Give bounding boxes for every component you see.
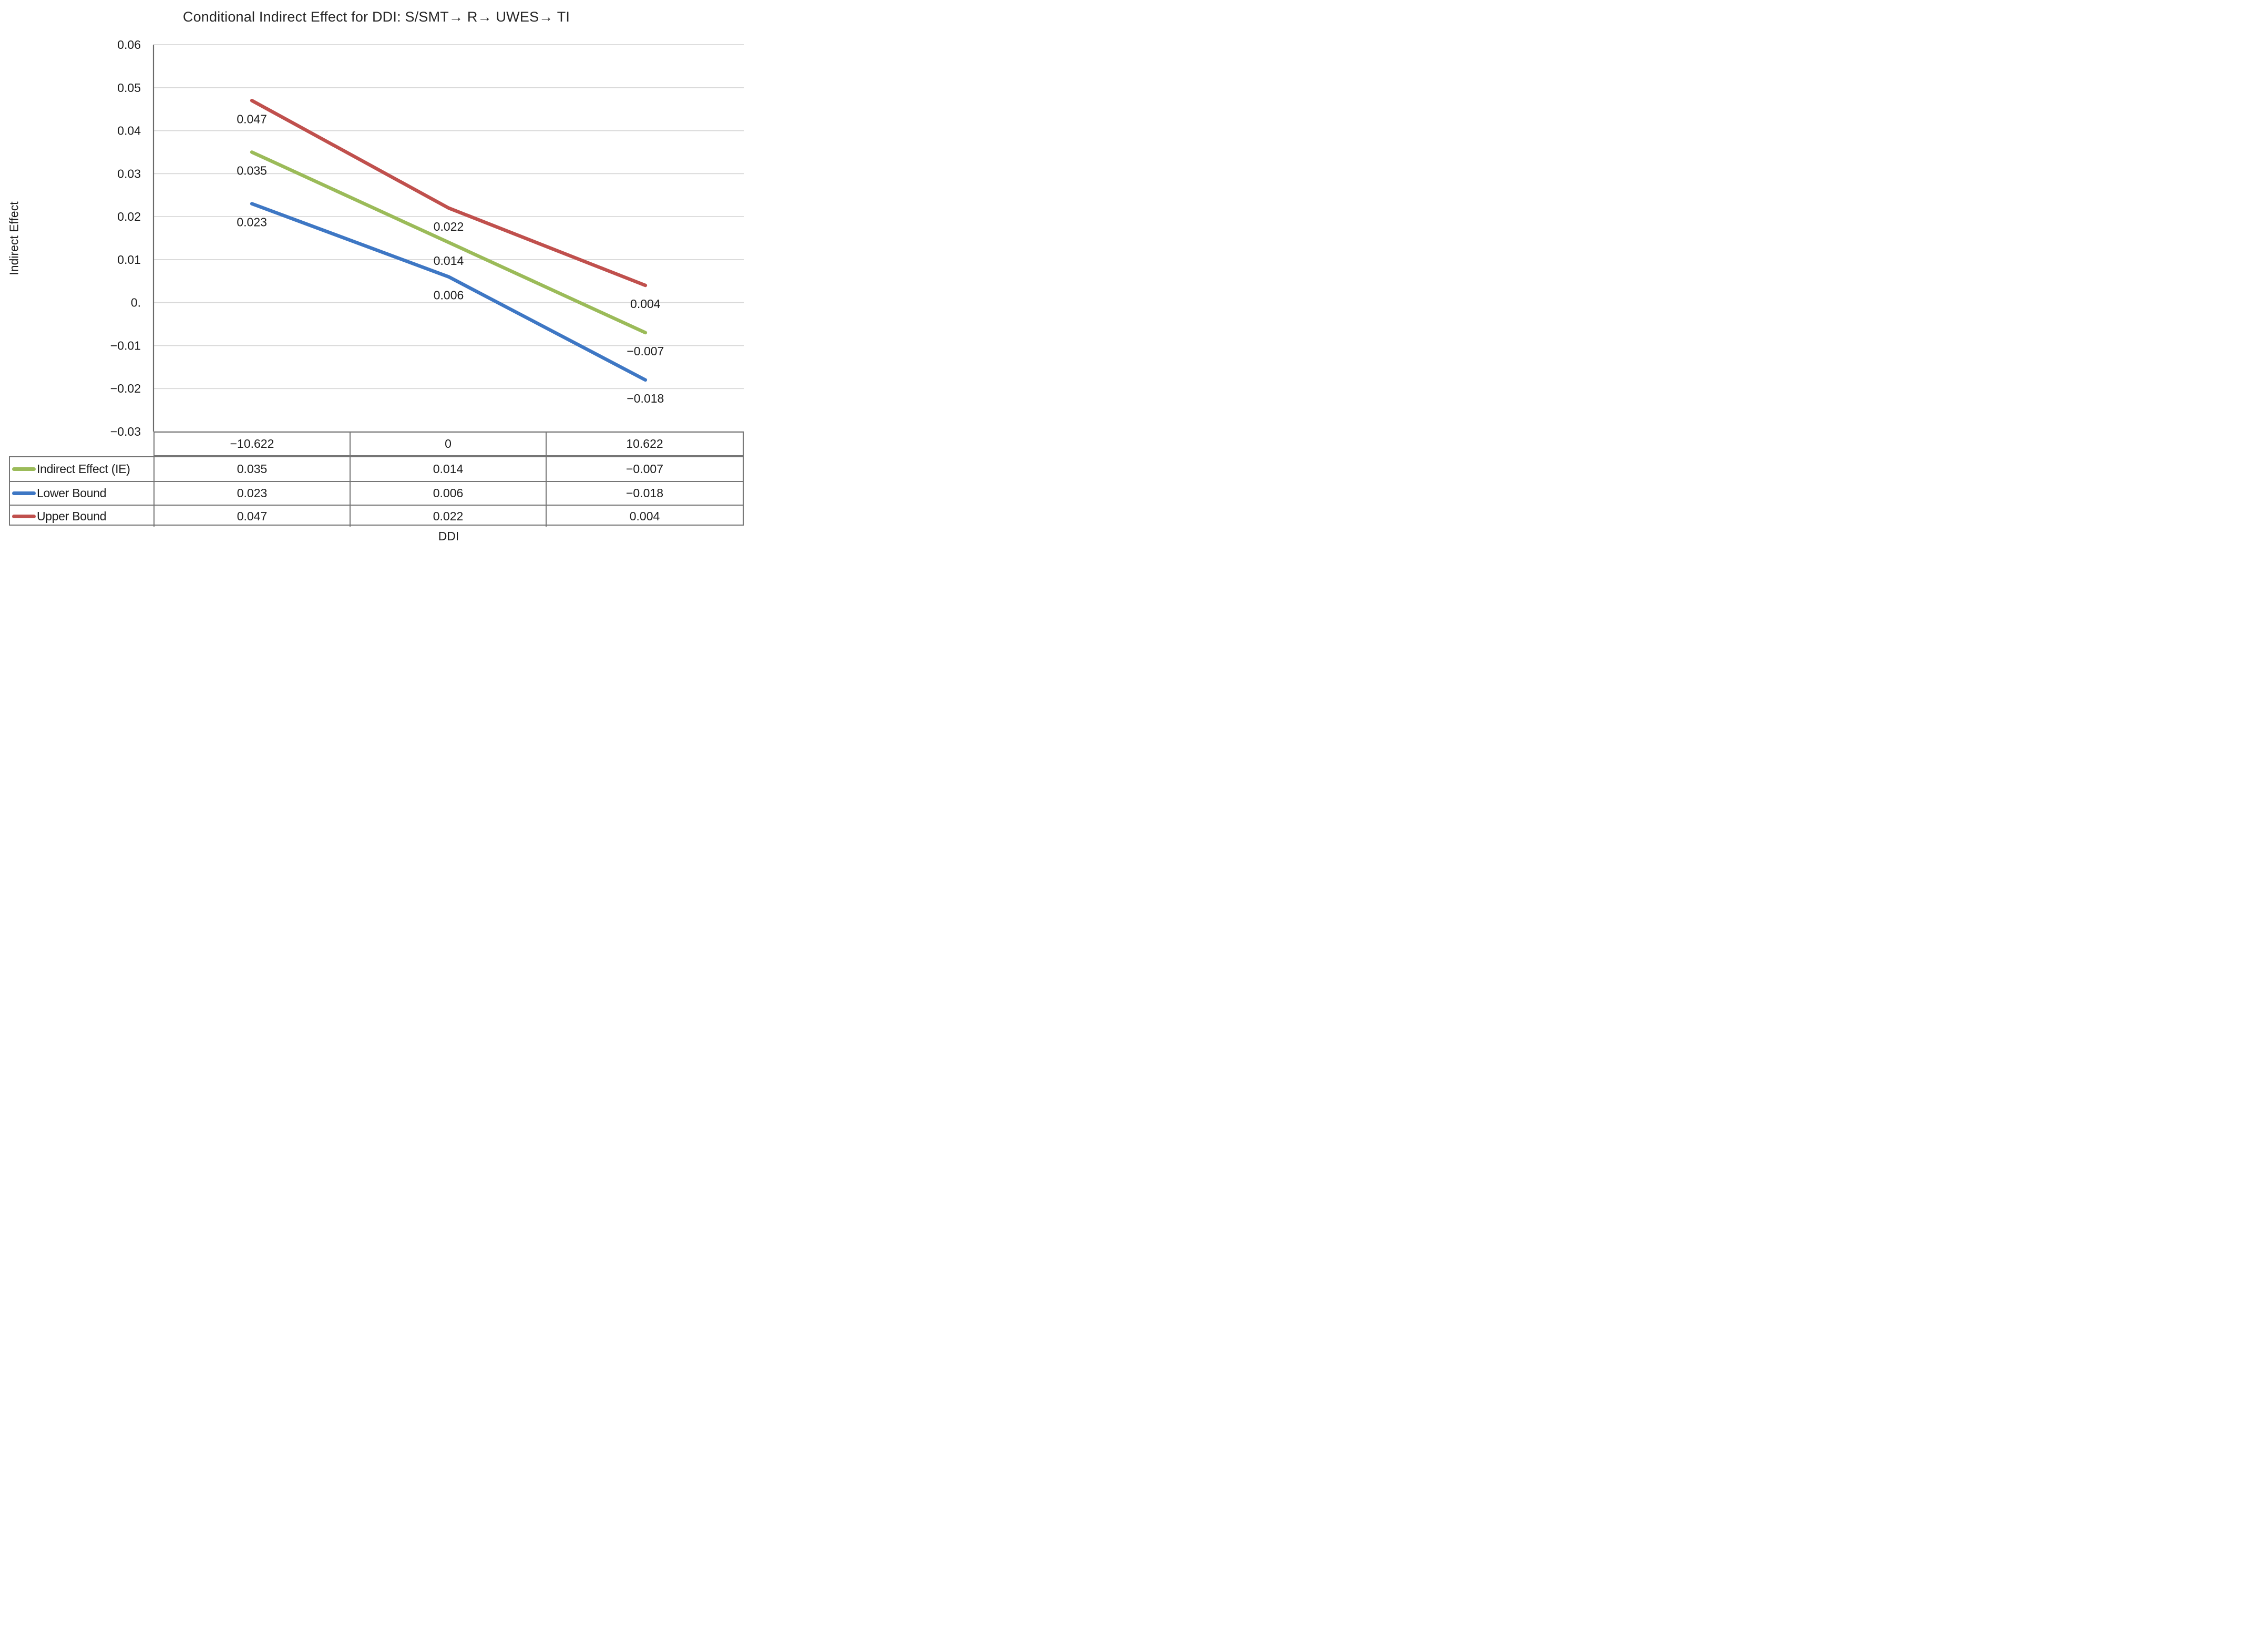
data-label-upper-bound: 0.004: [630, 297, 661, 311]
table-cell-value: 0.014: [351, 457, 547, 482]
y-tick-label: −0.02: [110, 382, 141, 395]
data-label-lower-bound: −0.018: [627, 392, 664, 405]
legend-item-upper-bound: Upper Bound: [10, 506, 155, 527]
series-line-upper-bound: [250, 99, 648, 288]
table-cell-value: 0.035: [155, 457, 351, 482]
y-tick-label: −0.01: [110, 338, 141, 352]
table-cell-value: 0.004: [629, 509, 660, 523]
table-cell-value: 0.022: [351, 506, 547, 527]
y-tick-label: 0.01: [117, 253, 141, 266]
data-table-header-row: −10.622 0 10.622: [153, 432, 744, 456]
legend-swatch-indirect-effect-icon: [12, 467, 36, 471]
data-label-indirect-effect-ie: 0.035: [237, 163, 267, 177]
legend-label-upper-bound: Upper Bound: [37, 509, 107, 523]
data-label-indirect-effect-ie: −0.007: [627, 344, 664, 358]
legend-swatch-lower-bound-icon: [12, 491, 36, 495]
data-label-lower-bound: 0.006: [434, 289, 464, 302]
y-tick-label: 0.04: [117, 124, 141, 138]
data-table-body: Indirect Effect (IE) 0.035 0.014 −0.007 …: [9, 456, 744, 527]
x-axis-title: DDI: [438, 529, 459, 543]
table-cell-value: 0.006: [351, 482, 547, 506]
y-tick-label: 0.05: [117, 81, 141, 95]
legend-label-lower-bound: Lower Bound: [37, 486, 107, 500]
plot-area: 0.06 0.05 0.04 0.03 0.02 0.01 0. −0.01 −0.02 −0.0…: [110, 38, 744, 438]
data-label-upper-bound: 0.022: [434, 220, 464, 233]
table-cell-value: −0.007: [547, 457, 743, 482]
data-label-upper-bound: 0.047: [237, 112, 267, 126]
table-cell-value: −0.018: [547, 482, 743, 506]
series-line-lower-bound: [250, 202, 648, 382]
y-axis-title: Indirect Effect: [7, 201, 21, 275]
legend-swatch-upper-bound-icon: [12, 514, 36, 518]
chart-page: Conditional Indirect Effect for DDI: S/S…: [0, 0, 753, 551]
y-tick-label: 0.06: [117, 38, 141, 52]
table-cell-value: 0.023: [155, 482, 351, 506]
y-tick-label: 0.02: [117, 210, 141, 223]
x-category-label: 10.622: [626, 437, 663, 450]
data-label-lower-bound: 0.023: [237, 216, 267, 229]
legend-label-indirect-effect: Indirect Effect (IE): [37, 462, 130, 476]
series-line-indirect-effect-ie: [250, 150, 648, 335]
y-tick-label: −0.03: [110, 425, 141, 438]
y-tick-label: 0.03: [117, 167, 141, 180]
legend-item-lower-bound: Lower Bound: [10, 482, 155, 506]
x-category-label: −10.622: [155, 433, 351, 455]
table-cell-value: 0.047: [155, 506, 351, 527]
legend-item-indirect-effect: Indirect Effect (IE): [10, 457, 155, 482]
chart-title: Conditional Indirect Effect for DDI: S/S…: [182, 9, 570, 25]
x-category-label: 0: [351, 433, 547, 455]
y-tick-label: 0.: [131, 296, 141, 310]
data-label-indirect-effect-ie: 0.014: [434, 254, 464, 268]
